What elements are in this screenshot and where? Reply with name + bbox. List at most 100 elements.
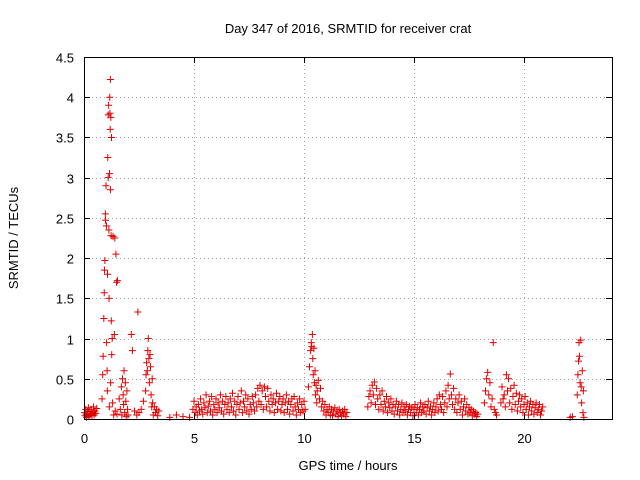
y-tick-label: 0 <box>67 413 74 428</box>
data-point <box>197 395 205 403</box>
data-point <box>512 389 520 397</box>
data-point <box>452 395 460 403</box>
data-point <box>253 403 261 411</box>
data-point <box>107 379 115 387</box>
data-point <box>113 278 121 286</box>
data-point <box>256 381 264 389</box>
data-point <box>506 399 514 407</box>
data-point <box>474 410 482 418</box>
data-point <box>455 391 463 399</box>
data-point <box>500 391 508 399</box>
data-point <box>445 395 453 403</box>
data-point <box>434 407 442 415</box>
data-point <box>106 109 114 117</box>
data-point <box>461 395 469 403</box>
data-point <box>102 216 110 224</box>
y-tick-label: 4.5 <box>56 51 74 66</box>
data-point <box>119 375 126 383</box>
axis-ticks <box>84 57 612 420</box>
data-point <box>210 401 218 409</box>
data-point <box>103 339 111 347</box>
data-point <box>417 399 425 407</box>
y-tick-label: 3 <box>67 172 74 187</box>
grid-lines <box>84 57 612 419</box>
data-point <box>108 335 116 343</box>
data-point <box>450 384 458 392</box>
data-point <box>521 392 529 400</box>
data-point <box>89 403 97 411</box>
data-point <box>409 412 417 420</box>
data-point <box>376 391 384 399</box>
data-point <box>308 331 316 339</box>
data-point <box>131 407 139 415</box>
data-point <box>523 399 531 407</box>
data-point <box>334 413 342 421</box>
data-point <box>81 412 89 420</box>
data-point <box>532 399 540 407</box>
data-points <box>80 76 588 421</box>
data-point <box>209 411 217 419</box>
data-point <box>286 410 294 418</box>
data-point <box>440 409 448 417</box>
data-point <box>245 410 253 418</box>
data-point <box>513 407 521 415</box>
data-point <box>106 125 114 133</box>
data-point <box>108 351 116 359</box>
data-point <box>247 405 255 413</box>
data-point <box>539 403 547 411</box>
data-point <box>99 371 107 379</box>
data-point <box>145 355 153 363</box>
data-point <box>144 347 152 355</box>
data-point <box>115 395 123 403</box>
data-point <box>224 399 232 407</box>
data-point <box>269 395 277 403</box>
data-point <box>128 347 136 355</box>
data-point <box>441 399 449 407</box>
data-point <box>458 411 466 419</box>
data-point <box>143 359 151 367</box>
data-point <box>258 387 266 395</box>
data-point <box>511 401 519 409</box>
data-point <box>568 413 576 421</box>
data-point <box>312 381 320 389</box>
data-point <box>144 335 152 343</box>
data-point <box>230 407 238 415</box>
data-point <box>317 384 324 392</box>
data-point <box>446 370 454 378</box>
data-point <box>439 392 447 400</box>
data-point <box>105 403 113 411</box>
data-point <box>300 397 308 405</box>
data-point <box>578 367 586 375</box>
data-point <box>501 403 509 411</box>
data-point <box>425 407 433 415</box>
data-point <box>237 387 245 395</box>
x-tick-label: 10 <box>297 431 311 446</box>
data-point <box>398 399 406 407</box>
data-point <box>284 405 291 413</box>
data-point <box>301 405 309 413</box>
data-point <box>343 409 351 417</box>
data-point <box>577 336 585 344</box>
data-point <box>431 409 439 417</box>
data-point <box>577 383 585 391</box>
data-point <box>373 384 381 392</box>
data-point <box>249 399 257 407</box>
data-point <box>311 367 319 375</box>
data-point <box>84 404 92 412</box>
data-point <box>290 392 298 400</box>
x-tick-label: 20 <box>517 431 531 446</box>
data-point <box>227 403 235 411</box>
data-point <box>293 399 301 407</box>
data-point <box>119 391 127 399</box>
data-point <box>226 395 234 403</box>
data-point <box>296 395 304 403</box>
data-point <box>248 392 256 400</box>
data-point <box>374 395 382 403</box>
data-point <box>110 411 118 419</box>
data-point <box>280 409 288 417</box>
data-point <box>422 410 430 418</box>
data-point <box>309 355 317 363</box>
data-point <box>453 409 461 417</box>
data-point <box>381 403 389 411</box>
